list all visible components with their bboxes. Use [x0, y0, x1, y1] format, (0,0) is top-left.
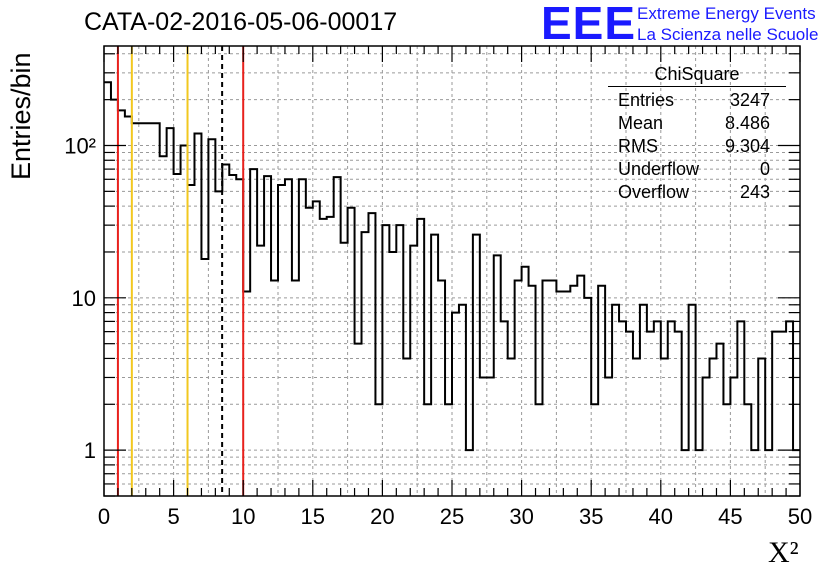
x-tick-label: 35	[579, 504, 603, 529]
stats-row-overflow: Overflow 243	[612, 181, 780, 204]
x-tick-label: 10	[231, 504, 255, 529]
stats-value: 8.486	[724, 113, 770, 133]
stats-value: 0	[759, 159, 770, 179]
stats-label: Entries	[618, 90, 675, 110]
histogram-layer	[104, 81, 800, 452]
x-tick-label: 25	[440, 504, 464, 529]
x-tick-label: 15	[301, 504, 325, 529]
x-tick-label: 30	[509, 504, 533, 529]
x-tick-label: 20	[370, 504, 394, 529]
y-tick-label: 1	[84, 438, 96, 463]
stats-label: Mean	[618, 113, 664, 133]
stats-row-underflow: Underflow 0	[612, 158, 780, 181]
chart-title: CATA-02-2016-05-06-00017	[84, 8, 398, 36]
y-axis-label: Entries/bin	[6, 52, 36, 180]
x-tick-label: 40	[649, 504, 673, 529]
stats-label: Overflow	[618, 182, 690, 202]
stats-row-entries: Entries 3247	[612, 89, 780, 112]
x-tick-label: 5	[167, 504, 179, 529]
y-tick-label: 10	[72, 286, 96, 311]
stats-label: Underflow	[618, 159, 700, 179]
vertical-lines-layer	[116, 46, 245, 496]
logo-line-1: Extreme Energy Events	[637, 4, 816, 23]
stats-value: 3247	[729, 90, 770, 110]
stats-box: ChiSquare Entries 3247 Mean 8.486 RMS 9.…	[608, 64, 786, 204]
x-axis-label: X²	[768, 536, 799, 569]
stats-value: 9.304	[724, 136, 770, 156]
y-tick-label: 10²	[64, 133, 96, 158]
x-tick-label: 45	[718, 504, 742, 529]
stats-title: ChiSquare	[608, 64, 786, 87]
stats-value: 243	[739, 182, 770, 202]
histogram-outline	[104, 81, 800, 452]
tick-layer: 0 5 10 15 20 25 30 35 40 45 50 1 10 10²	[64, 46, 812, 529]
eee-logo-mark: EEE	[541, 0, 637, 49]
x-tick-label: 50	[788, 504, 812, 529]
logo-line-2: La Scienza nelle Scuole	[637, 25, 819, 44]
stats-label: RMS	[618, 136, 658, 156]
stats-row-mean: Mean 8.486	[612, 112, 780, 135]
x-tick-label: 0	[98, 504, 110, 529]
stats-row-rms: RMS 9.304	[612, 135, 780, 158]
